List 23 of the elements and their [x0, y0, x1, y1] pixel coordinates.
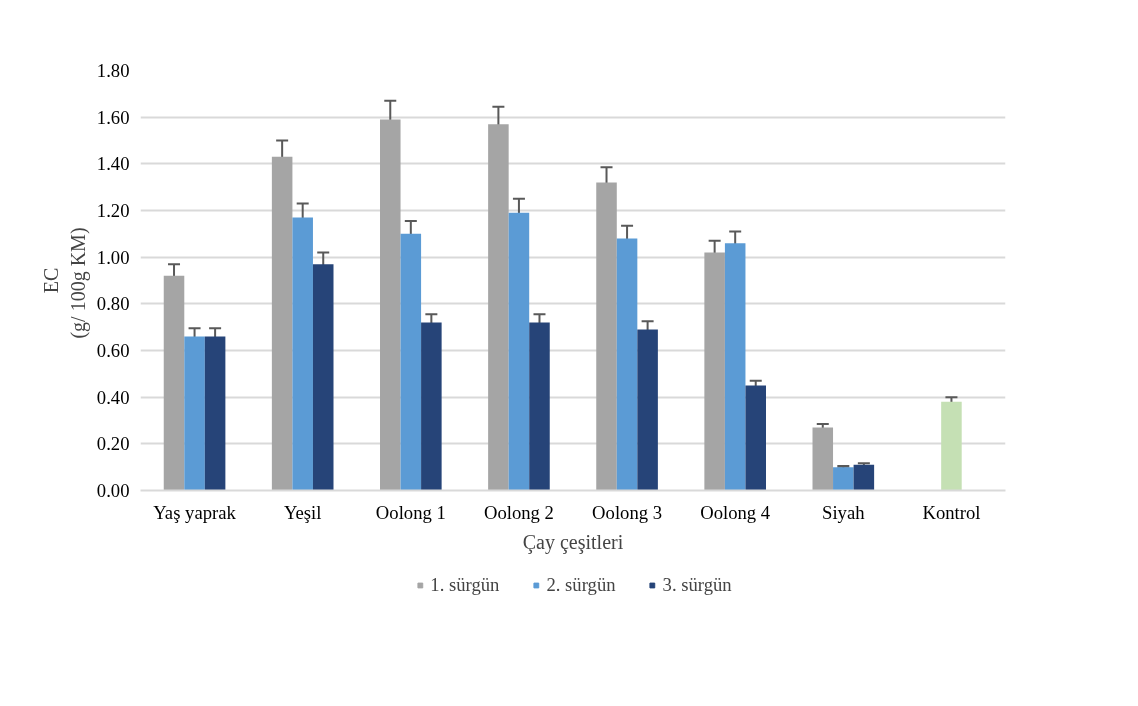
- legend-label: 3. sürgün: [662, 574, 732, 596]
- y-tick-label: 1.60: [96, 106, 130, 128]
- y-tick-label: 1.00: [96, 246, 130, 268]
- x-tick-label: Yeşil: [283, 501, 322, 523]
- y-tick-label: 0.40: [96, 386, 130, 408]
- y-tick-label: 1.80: [96, 60, 130, 81]
- x-tick-label: Oolong 3: [592, 501, 663, 523]
- y-axis-title: EC (g/ 100g KM): [40, 227, 90, 339]
- y-tick-label: 0.20: [96, 433, 130, 455]
- y-tick-label: 1.40: [96, 153, 130, 175]
- legend-label: 2. sürgün: [546, 574, 616, 596]
- y-tick-label: 1.20: [96, 200, 130, 221]
- x-tick-label: Oolong 2: [483, 501, 554, 523]
- x-tick-label: Oolong 1: [375, 501, 446, 523]
- y-tick-label: 0.60: [96, 340, 130, 361]
- y-tick-label: 0.80: [96, 293, 130, 315]
- y-tick-label: 0.00: [96, 480, 130, 501]
- x-axis-title: Çay çeşitleri: [522, 530, 624, 554]
- x-tick-label: Siyah: [822, 501, 866, 523]
- legend-label: 1. sürgün: [430, 574, 500, 596]
- x-tick-label: Kontrol: [922, 501, 981, 523]
- x-tick-label: Yaş yaprak: [153, 501, 237, 523]
- x-tick-label: Oolong 4: [700, 501, 771, 523]
